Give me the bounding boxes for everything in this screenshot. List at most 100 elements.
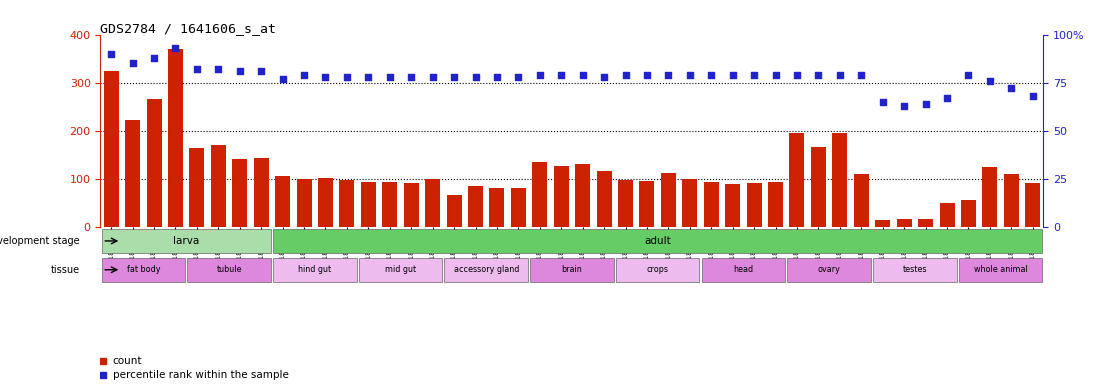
Point bbox=[252, 68, 270, 74]
Point bbox=[745, 72, 763, 78]
Point bbox=[402, 74, 420, 80]
Text: GDS2784 / 1641606_s_at: GDS2784 / 1641606_s_at bbox=[100, 22, 277, 35]
Point bbox=[210, 66, 228, 72]
Bar bbox=[918, 219, 933, 227]
Bar bbox=[747, 184, 761, 227]
Point bbox=[103, 51, 121, 57]
Point bbox=[831, 72, 849, 78]
Bar bbox=[725, 184, 740, 227]
FancyBboxPatch shape bbox=[873, 258, 956, 282]
Point bbox=[788, 72, 806, 78]
Point bbox=[939, 95, 956, 101]
FancyBboxPatch shape bbox=[273, 229, 1042, 253]
Bar bbox=[875, 220, 891, 227]
FancyBboxPatch shape bbox=[358, 258, 442, 282]
Point bbox=[424, 74, 442, 80]
Point bbox=[338, 74, 356, 80]
FancyBboxPatch shape bbox=[102, 229, 271, 253]
Text: hind gut: hind gut bbox=[298, 265, 331, 274]
Point bbox=[767, 72, 785, 78]
Bar bbox=[425, 179, 440, 227]
Bar bbox=[639, 181, 654, 227]
Point bbox=[488, 74, 506, 80]
FancyBboxPatch shape bbox=[530, 258, 614, 282]
Text: accessory gland: accessory gland bbox=[453, 265, 519, 274]
Point bbox=[1023, 93, 1041, 99]
Point bbox=[273, 76, 291, 82]
FancyBboxPatch shape bbox=[187, 258, 271, 282]
Bar bbox=[532, 162, 547, 227]
Bar bbox=[1026, 184, 1040, 227]
Text: crops: crops bbox=[646, 265, 668, 274]
Point bbox=[809, 72, 827, 78]
Point bbox=[574, 72, 591, 78]
FancyBboxPatch shape bbox=[702, 258, 786, 282]
Bar bbox=[318, 177, 333, 227]
Text: mid gut: mid gut bbox=[385, 265, 416, 274]
Bar bbox=[146, 99, 162, 227]
Point bbox=[660, 72, 677, 78]
Bar bbox=[468, 186, 483, 227]
Bar bbox=[1003, 174, 1019, 227]
Bar bbox=[575, 164, 590, 227]
Text: brain: brain bbox=[561, 265, 583, 274]
Point bbox=[1002, 85, 1020, 91]
Bar bbox=[597, 171, 612, 227]
Bar bbox=[768, 182, 783, 227]
Point bbox=[552, 72, 570, 78]
Point bbox=[466, 74, 484, 80]
Point bbox=[231, 68, 249, 74]
Point bbox=[724, 72, 742, 78]
Bar bbox=[276, 176, 290, 227]
Bar bbox=[511, 188, 526, 227]
Bar bbox=[704, 182, 719, 227]
Bar bbox=[360, 182, 376, 227]
Text: percentile rank within the sample: percentile rank within the sample bbox=[113, 370, 289, 380]
Bar bbox=[682, 179, 698, 227]
Point bbox=[853, 72, 870, 78]
Point bbox=[359, 74, 377, 80]
Point bbox=[895, 103, 913, 109]
Text: whole animal: whole animal bbox=[974, 265, 1028, 274]
Point bbox=[531, 72, 549, 78]
Bar bbox=[554, 166, 569, 227]
FancyBboxPatch shape bbox=[959, 258, 1042, 282]
Text: testes: testes bbox=[903, 265, 927, 274]
Point bbox=[187, 66, 205, 72]
Bar bbox=[167, 49, 183, 227]
Bar bbox=[961, 200, 976, 227]
Bar bbox=[404, 184, 418, 227]
Point bbox=[617, 72, 635, 78]
Bar bbox=[833, 133, 847, 227]
Point bbox=[445, 74, 463, 80]
Point bbox=[145, 55, 163, 61]
Text: tissue: tissue bbox=[50, 265, 79, 275]
Text: larva: larva bbox=[173, 236, 200, 246]
Text: fat body: fat body bbox=[126, 265, 160, 274]
Point bbox=[638, 72, 656, 78]
Bar bbox=[854, 174, 868, 227]
Bar bbox=[446, 195, 462, 227]
Bar bbox=[490, 188, 504, 227]
Bar bbox=[618, 180, 633, 227]
Point bbox=[981, 78, 999, 84]
Bar bbox=[789, 133, 805, 227]
Bar bbox=[982, 167, 998, 227]
Bar bbox=[339, 180, 355, 227]
Point bbox=[681, 72, 699, 78]
Bar bbox=[383, 182, 397, 227]
Bar bbox=[661, 173, 676, 227]
FancyBboxPatch shape bbox=[102, 258, 185, 282]
FancyBboxPatch shape bbox=[444, 258, 528, 282]
Point bbox=[317, 74, 335, 80]
Point bbox=[509, 74, 527, 80]
Bar bbox=[125, 120, 141, 227]
Text: adult: adult bbox=[644, 236, 671, 246]
Text: tubule: tubule bbox=[217, 265, 242, 274]
Text: head: head bbox=[733, 265, 753, 274]
Text: ovary: ovary bbox=[818, 265, 840, 274]
Point bbox=[381, 74, 398, 80]
Point bbox=[124, 60, 142, 66]
Text: count: count bbox=[113, 356, 142, 366]
Point bbox=[595, 74, 613, 80]
